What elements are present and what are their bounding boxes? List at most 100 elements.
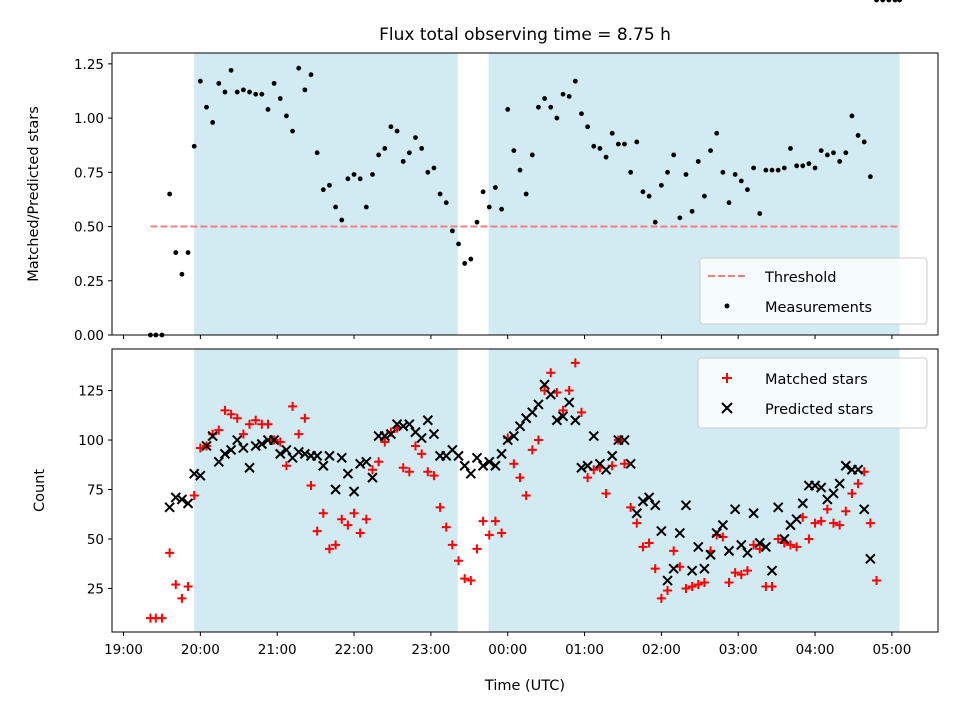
predicted-stars-point [250,440,261,452]
measurement-point [855,133,861,138]
measurement-point [812,165,818,171]
matched-stars-point [816,516,826,526]
predicted-stars-point [293,446,304,458]
measurement-point [228,67,234,73]
matched-stars-point [810,518,820,528]
predicted-stars-point [404,418,415,430]
x-tick-label: 02:00 [642,642,681,658]
predicted-stars-point [693,541,704,553]
predicted-stars-point [570,415,581,426]
matched-stars-point [601,488,611,498]
predicted-stars-point [428,428,440,440]
measurement-point [486,204,492,210]
measurement-point [671,152,677,158]
matched-stars-point [232,413,242,423]
predicted-stars-point [299,448,311,460]
predicted-stars-point [176,494,188,505]
measurement-point [179,271,185,277]
ratio-legend: Threshold Measurements [699,257,928,325]
measurement-point [468,256,474,262]
x-tick-label: 03:00 [719,642,758,658]
measurement-point [333,204,338,210]
predicted-stars-point [834,478,845,489]
legend-threshold-label: Threshold [764,270,836,286]
measurement-point [320,187,326,193]
measurement-point [880,0,886,3]
matched-stars-point [521,490,531,500]
measurement-point [400,159,406,164]
x-tick-label: 01:00 [565,642,604,658]
measurement-point [615,141,621,147]
measurement-point [259,91,265,97]
measurement-point [861,139,867,145]
predicted-stars-point [416,432,427,444]
matched-stars-point [288,401,298,411]
measurement-point [818,148,824,154]
measurement-point [517,167,523,173]
measurement-point [652,219,658,225]
matched-stars-point [251,415,261,425]
matched-stars-point [490,516,500,526]
matched-stars-point [583,473,593,483]
matched-stars-point [466,576,476,586]
measurement-point [345,176,351,182]
measurement-point [554,115,560,121]
measurement-point [702,193,707,199]
matched-stars-point [294,429,304,439]
predicted-stars-point [563,397,575,408]
predicted-stars-point [551,415,563,426]
measurement-point [240,87,246,93]
matched-stars-point [533,435,543,445]
measurement-point [726,200,732,206]
matched-stars-point [312,526,322,536]
measurement-point [781,165,787,171]
predicted-stars-point [791,513,802,525]
measurement-point [314,150,320,156]
matched-stars-point [183,581,193,591]
measurement-point [222,89,228,95]
measurement-point [536,104,541,110]
matched-stars-point [171,580,181,590]
predicted-stars-point [828,488,839,499]
predicted-stars-point [354,458,366,469]
legend-matched-swatch [722,373,732,383]
measurement-point [167,191,173,197]
y-tick-label: 75 [87,483,104,499]
matched-stars-point [411,441,421,451]
matched-stars-point [337,514,347,524]
matched-stars-point [644,538,654,548]
observing-interval-0 [194,53,458,335]
matched-stars-point [829,518,839,528]
measurement-point [800,163,806,169]
measurement-point [867,174,873,180]
predicted-stars-point [797,498,808,509]
measurement-point [296,65,302,71]
measurement-point [757,211,763,216]
predicted-stars-point [459,460,470,471]
x-tick-label: 19:00 [104,642,143,658]
matched-stars-point [417,449,427,459]
measurement-point [763,167,769,173]
measurement-point [210,120,216,125]
measurement-point [327,182,332,188]
matched-stars-point [157,613,167,623]
predicted-stars-point [330,484,341,495]
predicted-stars-point [225,444,237,456]
predicted-stars-point [760,541,772,553]
legend-predicted-label: Predicted stars [765,402,873,418]
matched-stars-point [853,479,863,489]
predicted-stars-point [533,399,544,410]
ratio-panel-frame [111,52,939,336]
matched-stars-point [245,419,255,429]
count-legend: Matched stars Predicted stars [697,357,928,429]
matched-stars-point [189,490,199,500]
predicted-stars-point [342,468,354,479]
measurement-point [837,159,843,164]
predicted-stars-point [865,553,876,564]
measurement-point [831,150,836,156]
matched-stars-point [423,467,433,477]
matched-stars-point [724,578,734,588]
legend-measurements-swatch [724,303,730,309]
matched-stars-point [650,564,660,574]
